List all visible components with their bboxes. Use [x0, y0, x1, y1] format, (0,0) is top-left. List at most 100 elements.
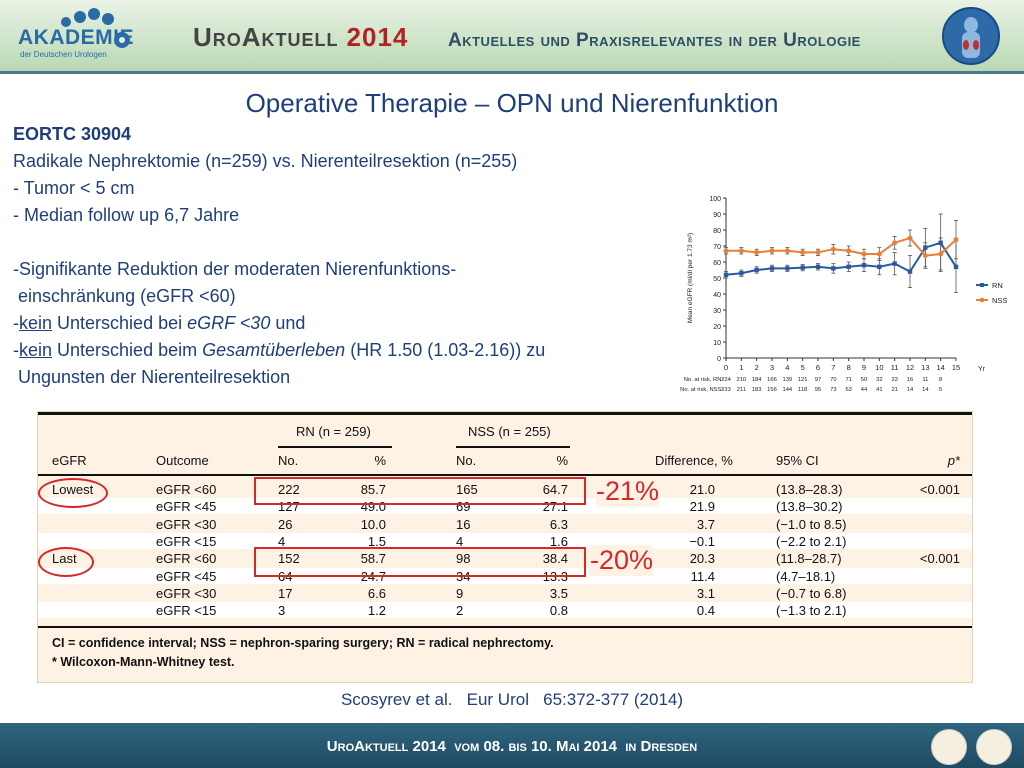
- table-cell: 9: [456, 585, 464, 601]
- x-tick-label: 15: [952, 363, 960, 372]
- table-row-band: [38, 532, 972, 549]
- citation: Scosyrev et al. Eur Urol 65:372-377 (201…: [340, 690, 684, 709]
- data-point-nss: [953, 237, 959, 243]
- x-tick-label: 6: [816, 363, 820, 372]
- at-risk-count-rn: 32: [876, 377, 882, 383]
- inclusion-criterion: - Tumor < 5 cm: [13, 178, 135, 198]
- table-cell: eGFR <60: [156, 482, 217, 497]
- at-risk-count-nss: 156: [767, 387, 777, 393]
- table-cell: 6.3: [549, 516, 568, 532]
- table-top-rule: [38, 412, 972, 415]
- header-rule: [38, 474, 972, 476]
- data-point-rn: [800, 265, 805, 270]
- data-point-nss: [723, 248, 729, 254]
- data-point-nss: [876, 251, 882, 257]
- lowest-highlight-ellipse: [38, 478, 108, 508]
- data-point-rn: [846, 264, 851, 269]
- data-point-nss: [922, 253, 928, 259]
- column-header: No.: [456, 453, 477, 468]
- at-risk-count-nss: 63: [845, 387, 851, 393]
- at-risk-count-nss: 233: [721, 387, 731, 393]
- at-risk-count-nss: 118: [798, 387, 807, 393]
- follow-up: - Median follow up 6,7 Jahre: [13, 205, 240, 225]
- table-cell: 4: [456, 533, 464, 549]
- x-tick-label: 3: [770, 363, 774, 372]
- at-risk-count-rn: 97: [815, 377, 821, 383]
- data-point-rn: [907, 269, 913, 274]
- at-risk-count-nss: 14: [907, 387, 914, 393]
- at-risk-label-rn: No. at risk, RN:: [684, 377, 724, 383]
- at-risk-count-nss: 183: [752, 387, 762, 393]
- summary-text: EORTC 30904 Radikale Nephrektomie (n=259…: [13, 121, 693, 391]
- seal-left-icon: [931, 729, 967, 765]
- table-cell: 17: [278, 585, 293, 601]
- legend-marker-rn: [980, 283, 984, 287]
- data-point-rn: [723, 272, 729, 277]
- table-cell: <0.001: [919, 551, 960, 567]
- data-point-nss: [738, 248, 744, 254]
- at-risk-count-nss: 95: [815, 387, 821, 393]
- column-header: %: [374, 453, 386, 468]
- nss-group-rule: [456, 446, 570, 448]
- table-cell: 1.2: [367, 603, 386, 619]
- at-risk-count-rn: 23: [891, 377, 897, 383]
- at-risk-count-rn: 71: [845, 377, 851, 383]
- table-cell: 152: [278, 551, 300, 567]
- table-cell: 16: [456, 516, 471, 532]
- at-risk-count-nss: 144: [782, 387, 792, 393]
- data-point-rn: [785, 266, 790, 271]
- data-point-nss: [800, 249, 806, 255]
- data-point-nss: [754, 249, 760, 255]
- y-tick-label: 50: [713, 276, 721, 283]
- x-tick-label: 2: [755, 363, 759, 372]
- x-tick-label: 8: [847, 363, 851, 372]
- table-row-band: [38, 602, 972, 619]
- table-cell: 1.6: [549, 533, 568, 549]
- at-risk-count-rn: 50: [861, 377, 867, 383]
- table-cell: 222: [278, 482, 300, 497]
- at-risk-count-rn: 8: [939, 377, 942, 383]
- table-cell: −0.1: [689, 533, 715, 549]
- data-point-nss: [769, 248, 775, 254]
- table-cell: eGFR <45: [156, 568, 217, 584]
- table-cell: 6.6: [367, 585, 386, 601]
- at-risk-count-rn: 121: [798, 377, 808, 383]
- lowest-highlight-box: [254, 477, 586, 505]
- y-tick-label: 80: [713, 228, 721, 235]
- data-point-rn: [861, 263, 867, 268]
- anatomy-emblem-icon: [942, 7, 1000, 65]
- data-point-nss: [892, 240, 898, 246]
- x-tick-label: 13: [921, 363, 929, 372]
- slide-title: Operative Therapie – OPN und Nierenfunkt…: [245, 88, 779, 118]
- finding-1-cont: einschränkung (eGFR <60): [13, 286, 236, 306]
- table-cell: 1.5: [367, 533, 386, 549]
- at-risk-count-rn: 210: [736, 377, 746, 383]
- table-cell: 58.7: [360, 551, 386, 567]
- data-point-rn: [877, 264, 882, 269]
- table-cell: (13.8–30.2): [776, 499, 843, 515]
- table-cell: 21.0: [689, 482, 715, 497]
- egfr-line-chart: 0 10 20 30 40 50 60 70 80 90 100 0 1 2 3 4 5 6 7 8 9 10 11 12 13…: [676, 188, 1020, 400]
- data-point-rn: [953, 264, 959, 269]
- table-cell: eGFR <30: [156, 585, 217, 601]
- finding-3: -kein Unterschied beim Gesamtüberleben (…: [13, 340, 546, 360]
- legend-label-rn: RN: [992, 281, 1003, 290]
- rn-group-rule: [278, 446, 392, 448]
- y-tick-label: 20: [713, 324, 721, 331]
- data-point-nss: [861, 251, 867, 257]
- table-footnote: CI = confidence interval; NSS = nephron-…: [52, 636, 554, 650]
- table-cell: 3.5: [549, 585, 568, 601]
- table-cell: 3.7: [696, 516, 715, 532]
- column-header: Outcome: [156, 453, 209, 468]
- footer-text: UroAktuell 2014 vom 08. bis 10. Mai 2014…: [326, 738, 698, 755]
- y-tick-label: 60: [713, 260, 721, 267]
- last-highlight-box: [254, 547, 586, 577]
- table-cell: 3.1: [696, 585, 715, 601]
- header-divider: [0, 71, 1024, 74]
- diff-lowest-annotation: -21%: [596, 476, 660, 507]
- study-name: EORTC 30904: [13, 124, 132, 144]
- table-footnote: * Wilcoxon-Mann-Whitney test.: [52, 655, 235, 669]
- x-tick-label: 0: [724, 363, 728, 372]
- x-tick-label: 7: [831, 363, 835, 372]
- at-risk-count-rn: 166: [767, 377, 777, 383]
